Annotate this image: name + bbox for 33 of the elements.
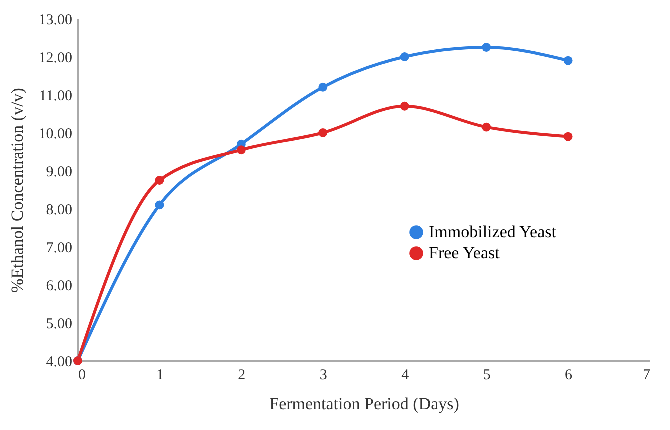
y-tick-label: 4.00 [46,354,72,370]
point [400,102,410,111]
y-tick-label: 13.00 [38,12,72,28]
x-axis-title: Fermentation Period (Days) [270,394,460,414]
point [155,176,164,185]
point [400,52,410,62]
point [318,128,328,138]
x-tick-label: 6 [565,368,574,384]
x-tick-label: 4 [402,368,410,384]
x-tick-label: 2 [238,368,246,384]
point [482,43,492,52]
x-tick-label: 3 [320,368,328,384]
y-tick-label: 7.00 [46,240,72,256]
x-tick-label: 1 [156,368,164,384]
point [236,146,246,155]
y-tick-label: 10.00 [38,126,72,142]
legend-label: Immobilized Yeast [429,222,557,242]
x-tick-label: 0 [78,368,86,384]
y-tick-label: 8.00 [46,202,72,218]
x-tick-label: 5 [483,368,491,384]
point [155,200,164,210]
point [564,132,573,142]
y-tick-label: 6.00 [46,278,72,294]
y-axis-title: %Ethanol Concentration (v/v) [8,88,27,293]
point [318,82,328,92]
point [482,122,492,132]
point [564,56,573,66]
legend-label: Free Yeast [429,244,500,262]
y-tick-label: 12.00 [38,50,72,66]
y-tick-label: 11.00 [39,88,72,104]
y-tick-label: 5.00 [46,316,72,332]
x-tick-label: 7 [643,368,651,384]
y-tick-label: 9.00 [46,164,72,180]
